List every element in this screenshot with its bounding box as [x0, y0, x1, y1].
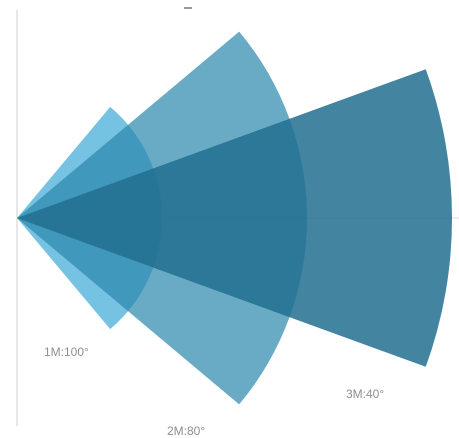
- sector-group: [17, 31, 453, 405]
- sector-label-2m: 2M:80°: [167, 424, 206, 438]
- coverage-sector-3m: [17, 69, 453, 367]
- sector-label-1m: 1M:100°: [44, 345, 89, 359]
- axis-top-mark: [184, 7, 192, 9]
- sector-label-3m: 3M:40°: [346, 387, 385, 401]
